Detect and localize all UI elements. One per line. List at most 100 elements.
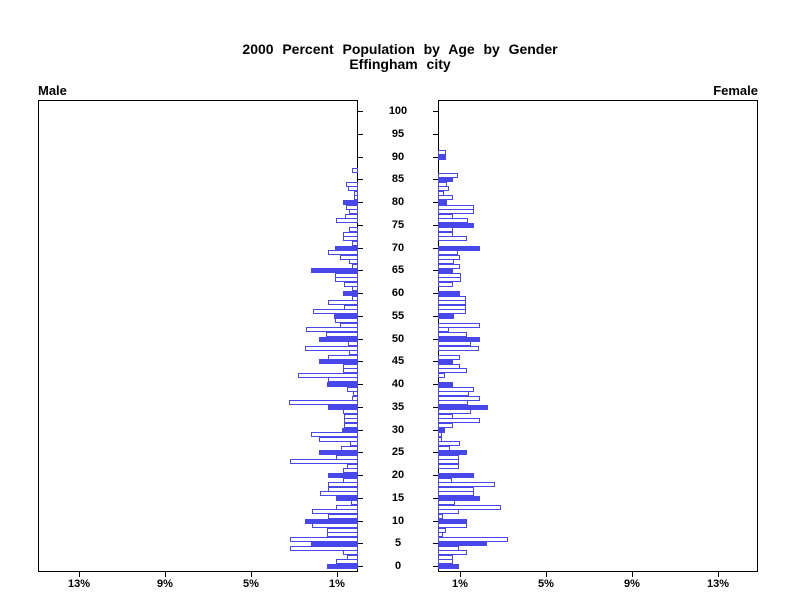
male-age-bar [344, 282, 358, 287]
female-age-bar [438, 195, 453, 200]
female-age-bar [438, 487, 474, 492]
female-age-bar [438, 214, 453, 219]
age-tick-label: 60 [391, 287, 405, 299]
male-age-bar [335, 246, 358, 251]
age-tick-mark [433, 134, 438, 135]
age-tick-label: 15 [391, 492, 405, 504]
age-tick-label: 40 [391, 378, 405, 390]
age-tick-mark [358, 430, 363, 431]
age-tick-label: 10 [391, 515, 405, 527]
female-age-bar [438, 232, 453, 237]
female-axis-label: Female [713, 83, 758, 98]
female-age-bar [438, 473, 474, 478]
chart-title: 2000 Percent Population by Age by Gender… [0, 42, 800, 72]
male-age-bar [336, 505, 358, 510]
age-tick-mark [433, 111, 438, 112]
percent-tick-label: 13% [706, 578, 730, 590]
age-tick-mark [433, 157, 438, 158]
age-tick-label: 55 [391, 310, 405, 322]
female-age-bar [438, 528, 446, 533]
male-age-bar [336, 496, 358, 501]
male-age-bar [352, 264, 358, 269]
female-age-bar [438, 446, 450, 451]
age-tick-mark [358, 452, 363, 453]
male-age-bar [347, 464, 358, 469]
percent-tick-mark [718, 572, 719, 577]
female-age-bar [438, 387, 474, 392]
male-age-bar [289, 400, 358, 405]
female-age-bar [438, 346, 479, 351]
male-age-bar [305, 346, 358, 351]
female-age-bar [438, 264, 460, 269]
age-tick-label: 95 [391, 128, 405, 140]
male-age-bar [344, 305, 358, 310]
female-age-bar [438, 314, 454, 319]
male-age-bar [290, 459, 358, 464]
age-tick-mark [358, 475, 363, 476]
male-age-bar [352, 396, 358, 401]
female-age-bar [438, 437, 442, 442]
female-age-bar [438, 496, 480, 501]
age-tick-label: 85 [391, 173, 405, 185]
male-age-bar [327, 382, 358, 387]
male-age-bar [311, 432, 358, 437]
age-tick-mark [358, 270, 363, 271]
age-tick-mark [433, 293, 438, 294]
male-age-bar [327, 528, 358, 533]
percent-tick-label: 9% [624, 578, 640, 590]
age-tick-label: 30 [391, 424, 405, 436]
age-tick-mark [433, 225, 438, 226]
age-tick-label: 50 [391, 333, 405, 345]
male-age-bar [340, 323, 358, 328]
age-tick-mark [433, 566, 438, 567]
female-age-bar [438, 441, 460, 446]
male-age-bar [313, 309, 358, 314]
chart-title-line1: 2000 Percent Population by Age by Gender [242, 41, 558, 57]
age-tick-mark [358, 339, 363, 340]
age-tick-mark [433, 407, 438, 408]
female-age-bar [438, 205, 474, 210]
male-age-bar [290, 546, 358, 551]
male-age-bar [344, 414, 358, 419]
female-age-bar [438, 246, 480, 251]
age-tick-mark [358, 157, 363, 158]
age-tick-mark [433, 361, 438, 362]
age-tick-mark [433, 179, 438, 180]
age-tick-mark [433, 543, 438, 544]
chart-title-line2: Effingham city [349, 56, 451, 72]
female-age-bar [438, 355, 460, 360]
female-age-bar [438, 273, 461, 278]
male-age-bar [354, 191, 358, 196]
female-age-bar [438, 323, 480, 328]
age-tick-mark [358, 134, 363, 135]
male-age-bar [349, 227, 358, 232]
male-age-bar [343, 232, 358, 237]
percent-tick-mark [546, 572, 547, 577]
percent-tick-mark [460, 572, 461, 577]
female-age-bar [438, 191, 444, 196]
age-tick-label: 20 [391, 469, 405, 481]
percent-tick-label: 1% [452, 578, 468, 590]
age-tick-mark [358, 407, 363, 408]
percent-tick-mark [251, 572, 252, 577]
male-age-bar [347, 555, 358, 560]
percent-tick-label: 1% [329, 578, 345, 590]
male-age-bar [305, 519, 358, 524]
female-age-bar [438, 505, 501, 510]
age-tick-label: 5 [394, 537, 402, 549]
male-age-bar [352, 241, 358, 246]
female-age-bar [438, 564, 459, 569]
male-age-bar [319, 450, 358, 455]
male-age-bar [341, 446, 358, 451]
female-age-bar [438, 173, 458, 178]
age-tick-mark [358, 498, 363, 499]
male-age-bar [352, 168, 358, 173]
female-age-bar [438, 305, 466, 310]
percent-tick-mark [79, 572, 80, 577]
percent-tick-label: 9% [157, 578, 173, 590]
female-age-bar [438, 291, 460, 296]
female-age-bar [438, 414, 453, 419]
female-age-bar [438, 155, 446, 160]
female-age-bar [438, 364, 460, 369]
